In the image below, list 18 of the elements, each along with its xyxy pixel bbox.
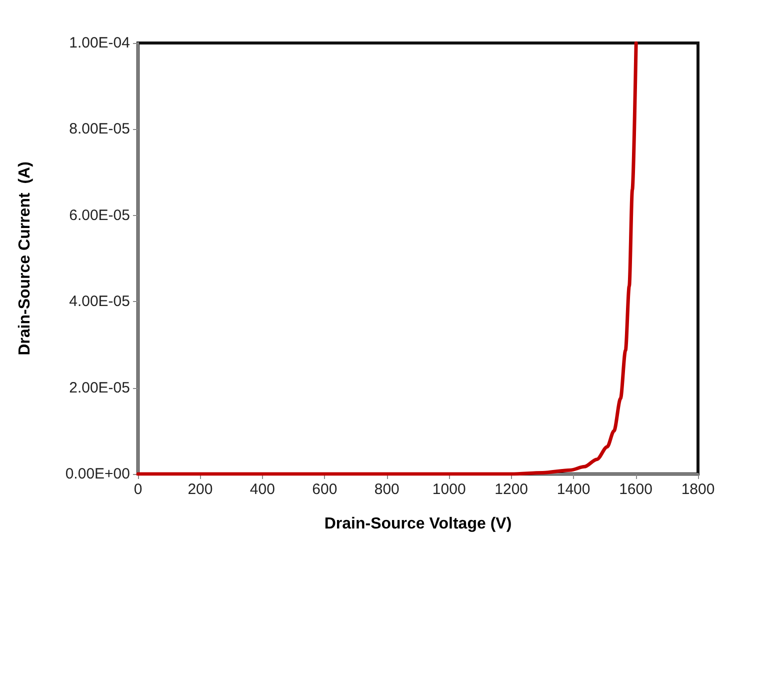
x-tick-label: 0 [134,481,142,498]
y-tick-label: 1.00E-04 [69,34,130,52]
y-tick-label: 4.00E-05 [69,293,130,310]
x-tick-label: 1000 [432,481,466,498]
x-tick-label: 1800 [681,481,715,498]
x-tick-label: 200 [188,481,213,498]
x-tick-label: 1200 [494,481,528,498]
x-tick-label: 1600 [619,481,652,498]
y-tick-label: 0.00E+00 [65,466,130,482]
x-axis-title: Drain-Source Voltage (V) [324,516,512,532]
x-tick-label: 600 [312,481,338,498]
y-tick-label: 8.00E-05 [69,120,130,138]
y-axis-title: Drain-Source Current (A) [16,162,34,356]
x-tick-label: 800 [374,481,400,498]
y-tick-label: 6.00E-05 [69,206,130,224]
x-tick-label: 400 [250,481,275,498]
x-tick-label: 1400 [556,481,590,498]
y-tick-label: 2.00E-05 [69,379,130,396]
